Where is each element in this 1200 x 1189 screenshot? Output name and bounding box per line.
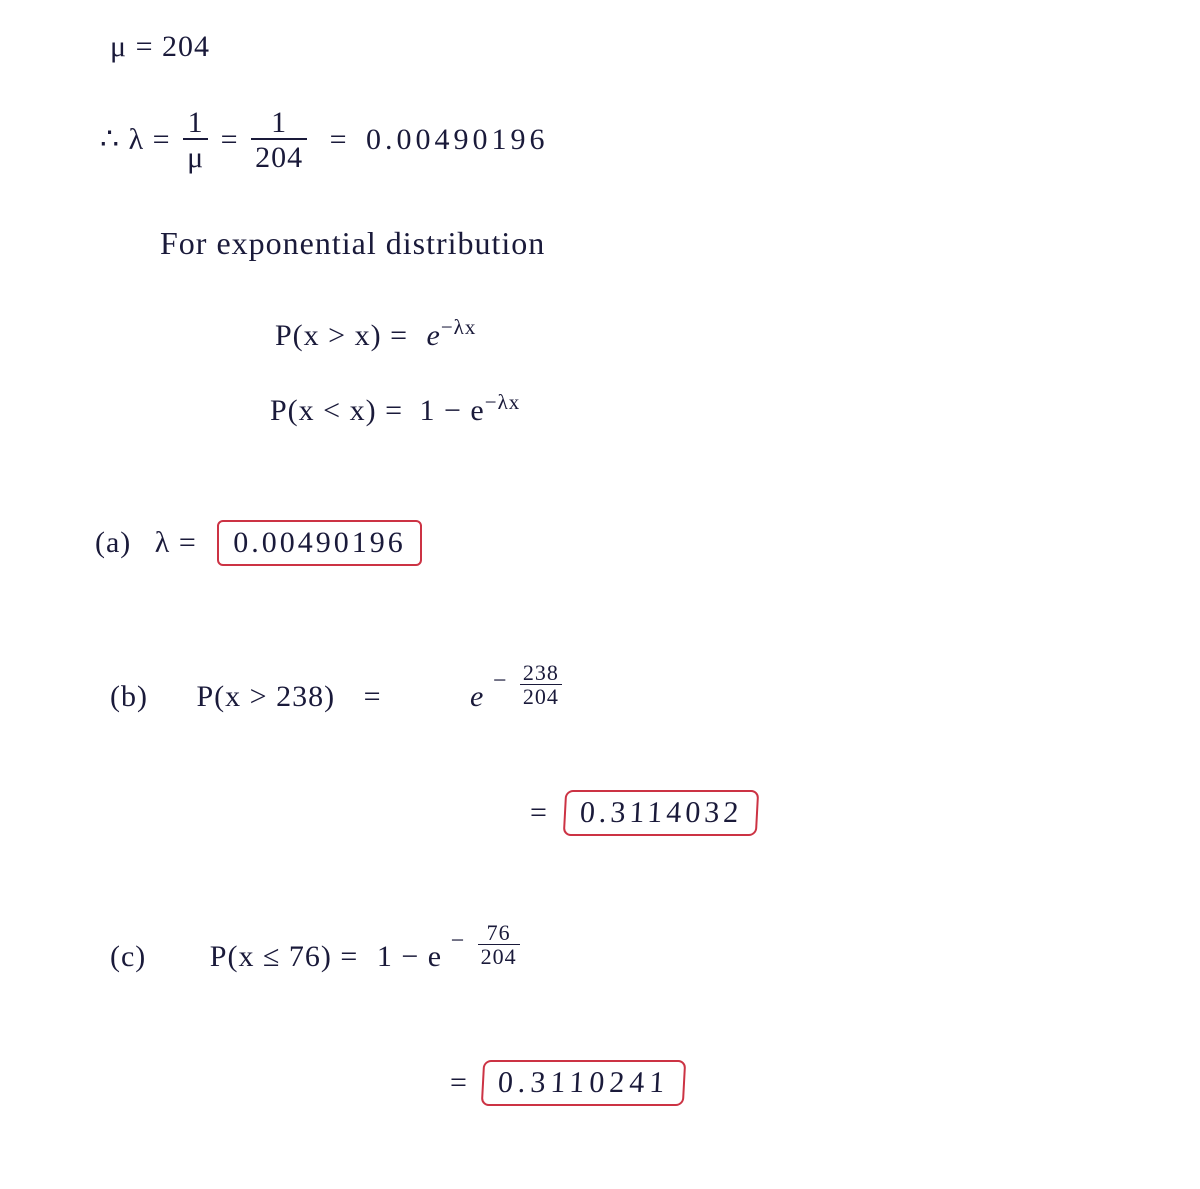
exp-top: 76 [478,922,520,945]
eq: = [221,123,239,156]
formula-greater: P(x > x) = e−λx [275,315,476,353]
fraction-1-over-204: 1 204 [251,108,307,176]
eq: = [364,680,382,713]
fraction-1-over-mu: 1 μ [183,108,208,176]
lambda-result: 0.00490196 [366,123,549,156]
lhs: P(x < x) = [270,394,403,427]
mu-symbol: μ [110,30,127,63]
lhs: λ = [155,526,197,559]
lhs: P(x > x) = [275,319,408,352]
answer-c: 0.3110241 [498,1066,671,1099]
exp-bot: 204 [478,945,520,969]
exponent-fraction: 76 204 [476,922,522,969]
answer-box-b: 0.3114032 [563,790,760,836]
answer-a: 0.00490196 [233,526,406,559]
eq: = [136,30,154,63]
eq: = [530,796,548,829]
exponent: −λx [485,390,521,414]
part-label: (a) [95,526,131,559]
e-base: e [427,319,441,352]
eq: = [330,123,348,156]
frac-bot: μ [183,140,208,176]
eq: = [153,123,171,156]
part-c-answer-line: = 0.3110241 [450,1060,686,1106]
exp-top: 238 [520,662,562,685]
lambda-symbol: λ [129,123,145,156]
exponent-fraction: 238 204 [518,662,564,709]
answer-box-a: 0.00490196 [217,520,422,566]
distribution-label: For exponential distribution [160,225,545,262]
mid: 1 − e [377,940,442,973]
eq: = [450,1066,468,1099]
lhs: P(x ≤ 76) = [210,940,359,973]
answer-b: 0.3114032 [580,796,744,829]
part-b: (b) P(x > 238) = e − 238 204 [110,680,564,727]
e-base: e [470,680,484,713]
minus: − [451,928,466,955]
lambda-equation: ∴ λ = 1 μ = 1 204 = 0.00490196 [100,108,549,176]
minus: − [493,668,508,695]
frac-bot: 204 [251,140,307,176]
part-b-answer-line: = 0.3114032 [530,790,759,836]
exp-bot: 204 [520,685,562,709]
mu-value: 204 [162,30,210,63]
part-label: (c) [110,940,146,973]
part-c: (c) P(x ≤ 76) = 1 − e − 76 204 [110,940,522,987]
lhs: P(x > 238) [196,680,335,713]
frac-top: 1 [183,108,208,140]
answer-box-c: 0.3110241 [481,1060,687,1106]
formula-less: P(x < x) = 1 − e−λx [270,390,520,428]
part-label: (b) [110,680,148,713]
frac-top: 1 [251,108,307,140]
mid: 1 − e [420,394,485,427]
therefore: ∴ [100,123,120,156]
part-a: (a) λ = 0.00490196 [95,520,422,566]
mu-equation: μ = 204 [110,30,210,64]
exponent: −λx [441,315,477,339]
